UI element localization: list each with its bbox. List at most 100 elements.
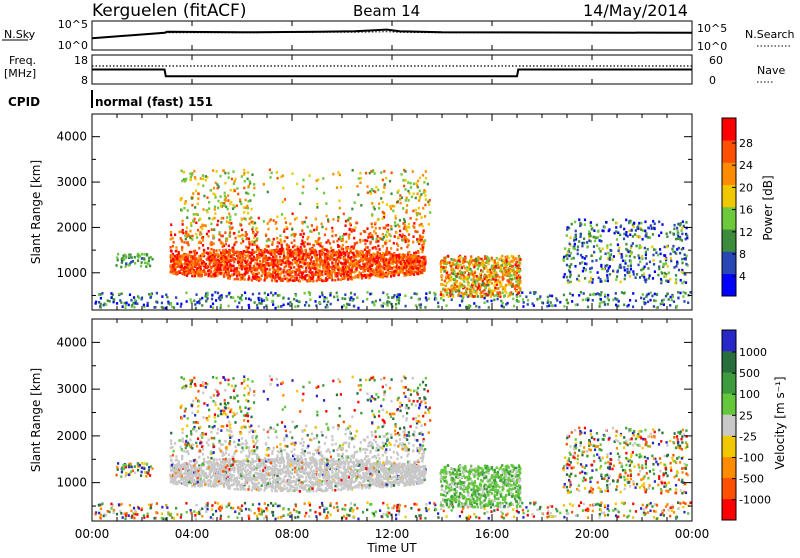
- power-echo-cell: [349, 222, 351, 225]
- power-echo-cell: [615, 278, 617, 281]
- power-echo-cell: [337, 278, 339, 281]
- power-echo-cell: [191, 266, 193, 269]
- power-echo-cell: [216, 253, 218, 256]
- colorbar-tick-label: 20: [739, 181, 753, 194]
- power-echo-cell: [356, 222, 358, 225]
- power-echo-cell: [313, 260, 315, 263]
- power-echo-cell: [214, 266, 216, 269]
- power-echo-cell: [185, 238, 187, 241]
- power-echo-cell: [323, 192, 325, 195]
- power-echo-cell: [358, 271, 360, 274]
- power-echo-cell: [202, 174, 204, 177]
- power-echo-cell: [484, 301, 486, 304]
- power-echo-cell: [492, 278, 494, 281]
- power-echo-cell: [406, 197, 408, 200]
- power-echo-cell: [316, 206, 318, 209]
- power-echo-cell: [623, 304, 625, 307]
- power-echo-cell: [321, 294, 323, 297]
- power-echo-cell: [348, 228, 350, 231]
- power-echo-cell: [143, 258, 145, 261]
- power-echo-cell: [421, 272, 423, 275]
- power-echo-cell: [566, 234, 568, 237]
- power-echo-cell: [348, 217, 350, 220]
- power-echo-cell: [480, 291, 482, 294]
- power-echo-cell: [588, 239, 590, 242]
- power-echo-cell: [639, 276, 641, 279]
- power-echo-cell: [422, 240, 424, 243]
- power-echo-cell: [284, 240, 286, 243]
- power-echo-cell: [491, 257, 493, 260]
- power-echo-cell: [508, 257, 510, 260]
- power-echo-cell: [121, 261, 123, 264]
- power-echo-cell: [181, 265, 183, 268]
- power-echo-cell: [632, 242, 634, 245]
- power-echo-cell: [423, 189, 425, 192]
- power-echo-cell: [396, 296, 398, 299]
- power-echo-cell: [286, 277, 288, 280]
- power-echo-cell: [382, 191, 384, 194]
- power-echo-cell: [417, 250, 419, 253]
- power-echo-cell: [359, 172, 361, 175]
- power-echo-cell: [483, 297, 485, 300]
- power-echo-cell: [570, 281, 572, 284]
- power-echo-cell: [122, 305, 124, 308]
- power-echo-cell: [412, 241, 414, 244]
- power-echo-cell: [202, 208, 204, 211]
- power-echo-cell: [243, 211, 245, 214]
- power-echo-cell: [508, 283, 510, 286]
- power-echo-cell: [368, 277, 370, 280]
- power-echo-cell: [314, 218, 316, 221]
- power-echo-cell: [201, 254, 203, 257]
- power-echo-cell: [256, 307, 258, 310]
- power-echo-cell: [365, 252, 367, 255]
- power-echo-cell: [643, 276, 645, 279]
- power-echo-cell: [641, 274, 643, 277]
- power-echo-cell: [559, 301, 561, 304]
- power-echo-cell: [609, 273, 611, 276]
- power-echo-cell: [281, 244, 283, 247]
- power-echo-cell: [615, 292, 617, 295]
- power-echo-cell: [401, 271, 403, 274]
- power-echo-cell: [299, 276, 301, 279]
- power-echo-cell: [180, 199, 182, 202]
- power-echo-cell: [348, 235, 350, 238]
- power-echo-cell: [283, 228, 285, 231]
- power-echo-cell: [246, 205, 248, 208]
- power-echo-cell: [413, 252, 415, 255]
- power-echo-cell: [244, 291, 246, 294]
- power-echo-cell: [632, 235, 634, 238]
- power-echo-cell: [321, 226, 323, 229]
- power-echo-cell: [574, 221, 576, 224]
- power-echo-cell: [658, 268, 660, 271]
- power-echo-cell: [267, 191, 269, 194]
- power-echo-cell: [248, 200, 250, 203]
- power-scatter-data: [95, 168, 692, 309]
- power-echo-cell: [441, 275, 443, 278]
- power-echo-cell: [566, 254, 568, 257]
- power-echo-cell: [172, 237, 174, 240]
- power-echo-cell: [197, 197, 199, 200]
- power-echo-cell: [356, 296, 358, 299]
- power-echo-cell: [668, 272, 670, 275]
- power-echo-cell: [673, 300, 675, 303]
- power-echo-cell: [610, 243, 612, 246]
- power-echo-cell: [322, 252, 324, 255]
- power-echo-cell: [390, 260, 392, 263]
- power-echo-cell: [440, 293, 442, 296]
- power-echo-cell: [356, 254, 358, 257]
- power-echo-cell: [331, 267, 333, 270]
- power-echo-cell: [390, 208, 392, 211]
- power-echo-cell: [238, 302, 240, 305]
- power-echo-cell: [395, 217, 397, 220]
- power-echo-cell: [625, 243, 627, 246]
- power-echo-cell: [272, 256, 274, 259]
- power-echo-cell: [236, 204, 238, 207]
- power-echo-cell: [255, 273, 257, 276]
- power-echo-cell: [592, 278, 594, 281]
- power-echo-cell: [322, 177, 324, 180]
- power-echo-cell: [421, 216, 423, 219]
- power-echo-cell: [233, 232, 235, 235]
- power-echo-cell: [350, 296, 352, 299]
- colorbar-swatch: [722, 118, 736, 141]
